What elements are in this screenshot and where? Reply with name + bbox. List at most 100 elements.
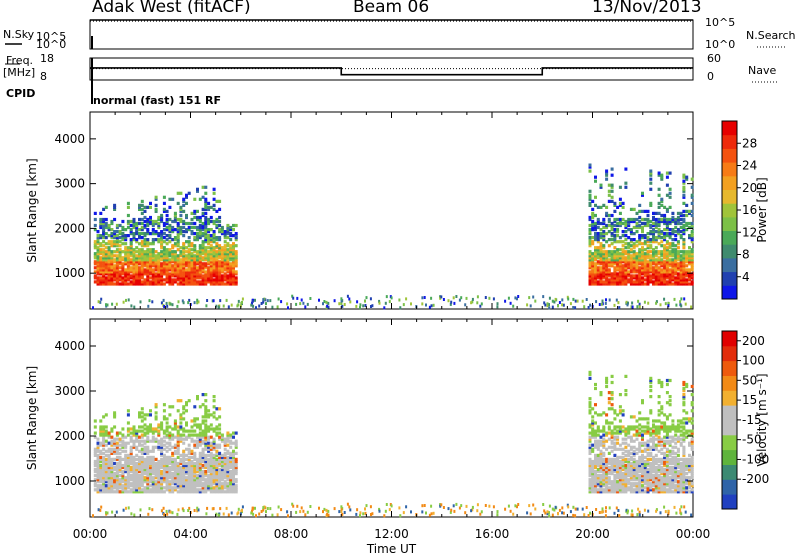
echo-cell [157, 490, 161, 494]
echo-cell [157, 234, 161, 238]
echo-cell [635, 488, 639, 492]
echo-cell [643, 209, 647, 213]
echo-cell [610, 189, 614, 193]
echo-cell [635, 465, 639, 470]
echo-cell [149, 256, 152, 260]
echo-cell [96, 238, 100, 242]
echo-cell [229, 457, 233, 461]
echo-cell [632, 264, 636, 268]
echo-cell [627, 252, 631, 256]
echo-cell [641, 472, 644, 476]
echo-cell [621, 280, 625, 284]
near-range-cell [338, 302, 341, 306]
echo-cell [154, 280, 158, 284]
near-range-cell [133, 305, 136, 309]
echo-cell [165, 427, 169, 431]
echo-cell [591, 480, 595, 484]
echo-cell [223, 441, 227, 445]
echo-cell [591, 419, 595, 423]
echo-cell [198, 230, 202, 234]
echo-cell [190, 256, 194, 260]
echo-cell [129, 232, 133, 236]
echo-cell [204, 415, 208, 419]
power-ylabel: Slant Range [km] [25, 158, 39, 262]
echo-cell [121, 439, 125, 443]
echo-cell [229, 252, 233, 256]
echo-cell [629, 232, 633, 236]
echo-cell [173, 474, 177, 478]
echo-cell [102, 455, 106, 459]
echo-cell [591, 252, 595, 256]
echo-cell [160, 252, 164, 256]
echo-cell [663, 205, 667, 209]
power-colorbar-tick-label: 16 [742, 203, 757, 217]
echo-cell [602, 445, 606, 449]
echo-cell [646, 472, 650, 476]
echo-cell [135, 467, 139, 472]
echo-cell [196, 461, 199, 466]
echo-cell [232, 270, 235, 274]
echo-cell [690, 276, 694, 280]
echo-cell [160, 270, 164, 274]
echo-cell [632, 484, 636, 488]
echo-cell [668, 244, 672, 248]
echo-cell [154, 484, 158, 488]
echo-cell [232, 250, 235, 254]
echo-cell [179, 258, 183, 262]
echo-cell [96, 266, 100, 270]
echo-cell [196, 443, 199, 447]
echo-cell [610, 463, 614, 468]
echo-cell [126, 470, 130, 474]
echo-cell [654, 437, 658, 441]
echo-cell [688, 260, 691, 264]
echo-cell [229, 264, 233, 268]
echo-cell [107, 266, 111, 270]
echo-cell [605, 447, 609, 451]
echo-cell [618, 425, 622, 429]
echo-cell [220, 252, 224, 256]
echo-cell [162, 476, 166, 480]
echo-cell [201, 264, 205, 268]
echo-cell [668, 260, 672, 264]
echo-cell [629, 490, 633, 494]
echo-cell [218, 486, 222, 490]
echo-cell [165, 488, 169, 492]
echo-cell [168, 474, 172, 478]
echo-cell [610, 465, 614, 470]
echo-cell [138, 470, 141, 474]
echo-cell [632, 427, 636, 431]
echo-cell [171, 445, 175, 449]
echo-cell [196, 232, 199, 236]
echo-cell [646, 488, 650, 492]
echo-cell [107, 282, 111, 286]
echo-cell [638, 219, 642, 224]
echo-cell [220, 435, 224, 439]
echo-cell [610, 221, 614, 226]
echo-cell [591, 470, 595, 474]
echo-cell [641, 429, 644, 433]
echo-cell [594, 435, 597, 439]
echo-cell [596, 260, 600, 264]
echo-cell [99, 223, 103, 228]
echo-cell [204, 223, 208, 228]
echo-cell [665, 274, 669, 278]
echo-cell [132, 463, 136, 468]
echo-cell [654, 484, 658, 488]
echo-cell [176, 282, 180, 286]
echo-cell [660, 203, 664, 207]
echo-cell [660, 476, 664, 480]
echo-cell [594, 266, 597, 270]
echo-cell [665, 429, 669, 433]
echo-cell [187, 278, 191, 282]
echo-cell [654, 478, 658, 482]
echo-cell [196, 474, 199, 478]
echo-cell [665, 447, 669, 451]
near-range-cell [484, 296, 487, 299]
echo-cell [613, 256, 617, 260]
echo-cell [638, 272, 642, 276]
echo-cell [641, 486, 644, 490]
echo-cell [605, 213, 609, 218]
echo-cell [218, 268, 222, 272]
echo-cell [179, 225, 183, 230]
echo-cell [596, 484, 600, 488]
